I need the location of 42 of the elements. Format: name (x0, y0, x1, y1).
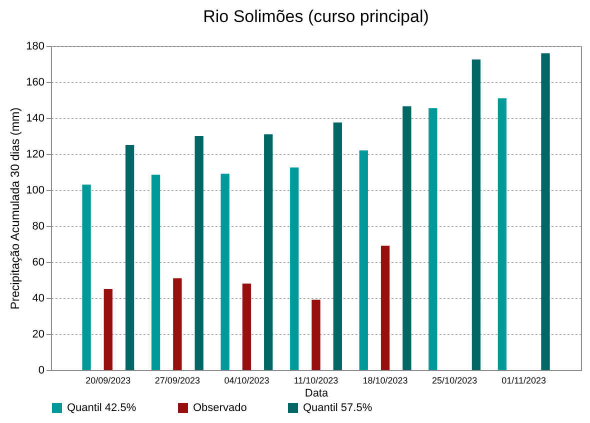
y-tick-label: 180 (26, 40, 44, 52)
bar (312, 300, 320, 370)
x-axis-title: Data (304, 388, 329, 400)
y-tick-label: 20 (32, 328, 44, 340)
y-tick-label: 0 (38, 364, 44, 376)
x-tick-label: 27/09/2023 (154, 376, 200, 386)
bar (194, 136, 204, 370)
bar (498, 98, 507, 370)
y-tick-label: 80 (32, 220, 44, 232)
bar (242, 284, 252, 370)
bar (472, 60, 481, 370)
x-tick-label: 18/10/2023 (362, 376, 408, 386)
x-tick-label: 20/09/2023 (86, 376, 131, 386)
x-tick-label: 25/10/2023 (432, 376, 478, 386)
y-axis-title: Precipitação Acumulada 30 dias (mm) (8, 107, 22, 310)
y-tick-label: 60 (32, 256, 44, 268)
chart-title: Rio Solimões (curso principal) (203, 7, 429, 26)
bar (125, 145, 134, 370)
bar (359, 150, 368, 370)
bar (402, 106, 412, 370)
bar (104, 289, 112, 370)
y-tick-label: 140 (26, 112, 44, 124)
bar (151, 174, 160, 370)
bar (541, 53, 550, 370)
bar (333, 122, 342, 370)
y-tick-label: 40 (32, 292, 44, 304)
legend-label: Quantil 57.5% (303, 402, 372, 414)
bar (220, 174, 230, 370)
legend-label: Quantil 42.5% (67, 402, 136, 414)
bar (380, 246, 390, 370)
bar (290, 168, 299, 370)
bar (428, 108, 438, 370)
y-tick-label: 120 (26, 148, 44, 160)
bar (82, 184, 91, 370)
bar (173, 278, 182, 370)
y-tick-label: 100 (26, 184, 44, 196)
bar (264, 134, 273, 370)
x-tick-label: 01/11/2023 (502, 376, 546, 386)
x-tick-label: 11/10/2023 (294, 376, 338, 386)
y-tick-label: 160 (26, 76, 44, 88)
legend-label: Observado (193, 402, 247, 414)
x-tick-label: 04/10/2023 (224, 376, 270, 386)
